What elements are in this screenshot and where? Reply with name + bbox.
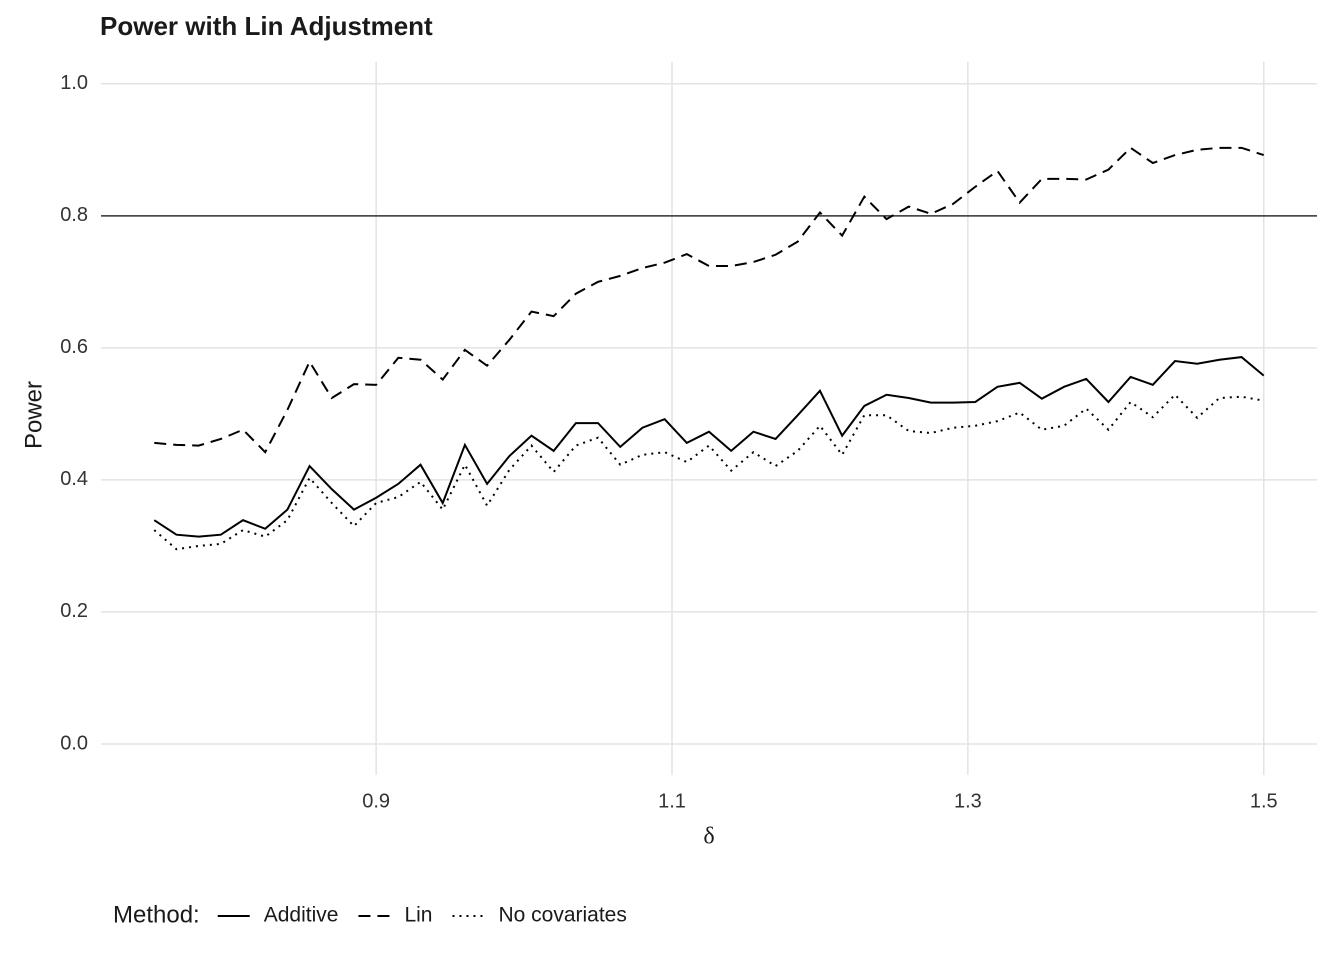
y-tick-label: 0.2 — [60, 600, 88, 622]
legend-label: No covariates — [498, 904, 626, 927]
legend-title: Method: — [113, 901, 200, 928]
y-tick-label: 0.8 — [60, 204, 88, 226]
y-tick-label: 0.6 — [60, 336, 88, 358]
chart-title: Power with Lin Adjustment — [100, 11, 433, 41]
legend-label: Lin — [404, 904, 432, 927]
x-tick-label: 1.3 — [954, 790, 982, 812]
y-tick-label: 0.4 — [60, 468, 88, 490]
y-tick-label: 0.0 — [60, 732, 88, 754]
series-line — [154, 146, 1265, 454]
series-line — [153, 393, 1264, 551]
x-tick-label: 0.9 — [362, 790, 390, 812]
legend-label: Additive — [264, 904, 339, 927]
x-tick-label: 1.5 — [1250, 790, 1278, 812]
x-axis-title: δ — [703, 824, 714, 850]
x-tick-label: 1.1 — [658, 790, 686, 812]
series-line — [153, 356, 1265, 538]
y-axis-title: Power — [20, 381, 47, 449]
y-tick-label: 1.0 — [60, 72, 88, 94]
